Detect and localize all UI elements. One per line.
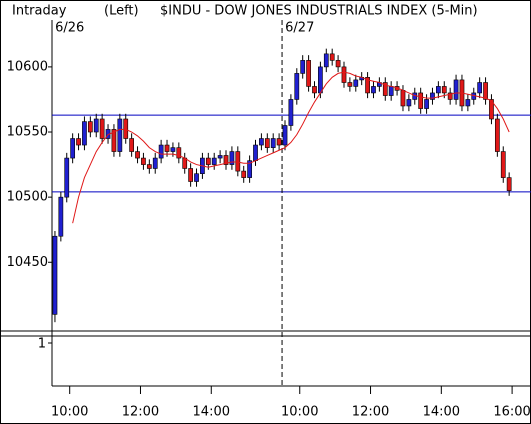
candle-body	[500, 151, 506, 178]
date-label: 6/26	[55, 21, 84, 36]
candle-body	[52, 235, 58, 315]
candle-body	[282, 125, 288, 146]
candle-body	[489, 99, 494, 120]
x-tick-label: 10:00	[51, 405, 88, 420]
candle-body	[76, 138, 81, 146]
y-tick-label: 10600	[7, 59, 48, 74]
candle-body	[323, 53, 329, 68]
candle-body	[335, 60, 341, 68]
candle-body	[194, 173, 199, 182]
candle-body	[82, 121, 87, 146]
moving-average	[72, 71, 510, 224]
candle-body	[382, 82, 388, 96]
candle-body	[241, 170, 247, 178]
candle-body	[235, 151, 241, 172]
candle-body	[347, 82, 353, 87]
candle-body	[312, 86, 317, 94]
candle-body	[329, 53, 335, 61]
candle-body	[365, 77, 370, 94]
candle-body	[146, 164, 152, 169]
candle-body	[300, 60, 306, 74]
candle-body	[441, 86, 447, 94]
candle-body	[158, 144, 164, 159]
candle-body	[477, 82, 483, 94]
candle-body	[288, 99, 294, 126]
candle-body	[58, 196, 64, 237]
candle-body	[87, 121, 93, 133]
candle-body	[176, 147, 182, 159]
candle-body	[424, 99, 429, 109]
candle-body	[318, 66, 323, 94]
candle-body	[152, 157, 158, 169]
candle-body	[341, 66, 347, 83]
header-mode: Intraday	[12, 4, 67, 19]
candle-body	[494, 118, 500, 152]
candle-body	[164, 144, 170, 152]
x-tick-label: 12:00	[122, 405, 159, 420]
candle-body	[188, 168, 193, 182]
y-tick-label: 10550	[7, 125, 48, 140]
candle-body	[170, 147, 176, 152]
candle-body	[453, 79, 459, 100]
candle-body	[447, 92, 453, 100]
x-tick-label: 14:00	[423, 405, 460, 420]
candle-body	[270, 138, 276, 148]
candle-body	[371, 86, 376, 94]
candle-body	[483, 82, 488, 100]
candle-body	[306, 60, 311, 87]
candle-body	[436, 86, 441, 94]
x-tick-label: 10:00	[281, 405, 318, 420]
header-title: $INDU - DOW JONES INDUSTRIALS INDEX (5-M…	[160, 4, 478, 19]
candle-body	[229, 151, 235, 165]
candle-body	[388, 86, 394, 96]
candle-body	[253, 144, 258, 161]
candle-body	[418, 92, 424, 109]
candle-body	[406, 99, 412, 107]
y-tick-label: 10450	[7, 255, 48, 270]
candle-body	[135, 151, 140, 159]
candle-body	[247, 160, 252, 178]
candle-body	[141, 157, 146, 165]
candle-body	[205, 157, 211, 165]
x-tick-label: 12:00	[352, 405, 389, 420]
y-tick-label: 10500	[7, 190, 48, 205]
date-label: 6/27	[285, 21, 314, 36]
header-axis: (Left)	[104, 4, 139, 19]
candle-body	[430, 92, 435, 100]
candle-body	[64, 157, 70, 198]
candle-body	[217, 155, 223, 159]
candle-body	[264, 138, 270, 148]
candle-body	[259, 138, 264, 146]
x-tick-label: 14:00	[193, 405, 230, 420]
candle-body	[400, 90, 406, 107]
x-tick-label: 16:00	[493, 405, 530, 420]
candle-body	[117, 118, 123, 152]
candle-body	[276, 138, 282, 146]
candle-body	[93, 118, 99, 133]
candle-body	[123, 118, 129, 139]
lower-tick-label: 1	[38, 337, 46, 352]
candle-body	[129, 138, 134, 152]
candle-body	[70, 138, 76, 159]
candle-body	[223, 155, 229, 165]
candle-body	[111, 129, 117, 152]
candle-body	[465, 99, 471, 107]
candle-body	[506, 177, 512, 191]
candle-body	[99, 118, 105, 139]
candle-body	[182, 157, 188, 169]
candle-body	[211, 157, 217, 165]
candle-body	[353, 79, 359, 87]
candle-body	[294, 73, 300, 100]
